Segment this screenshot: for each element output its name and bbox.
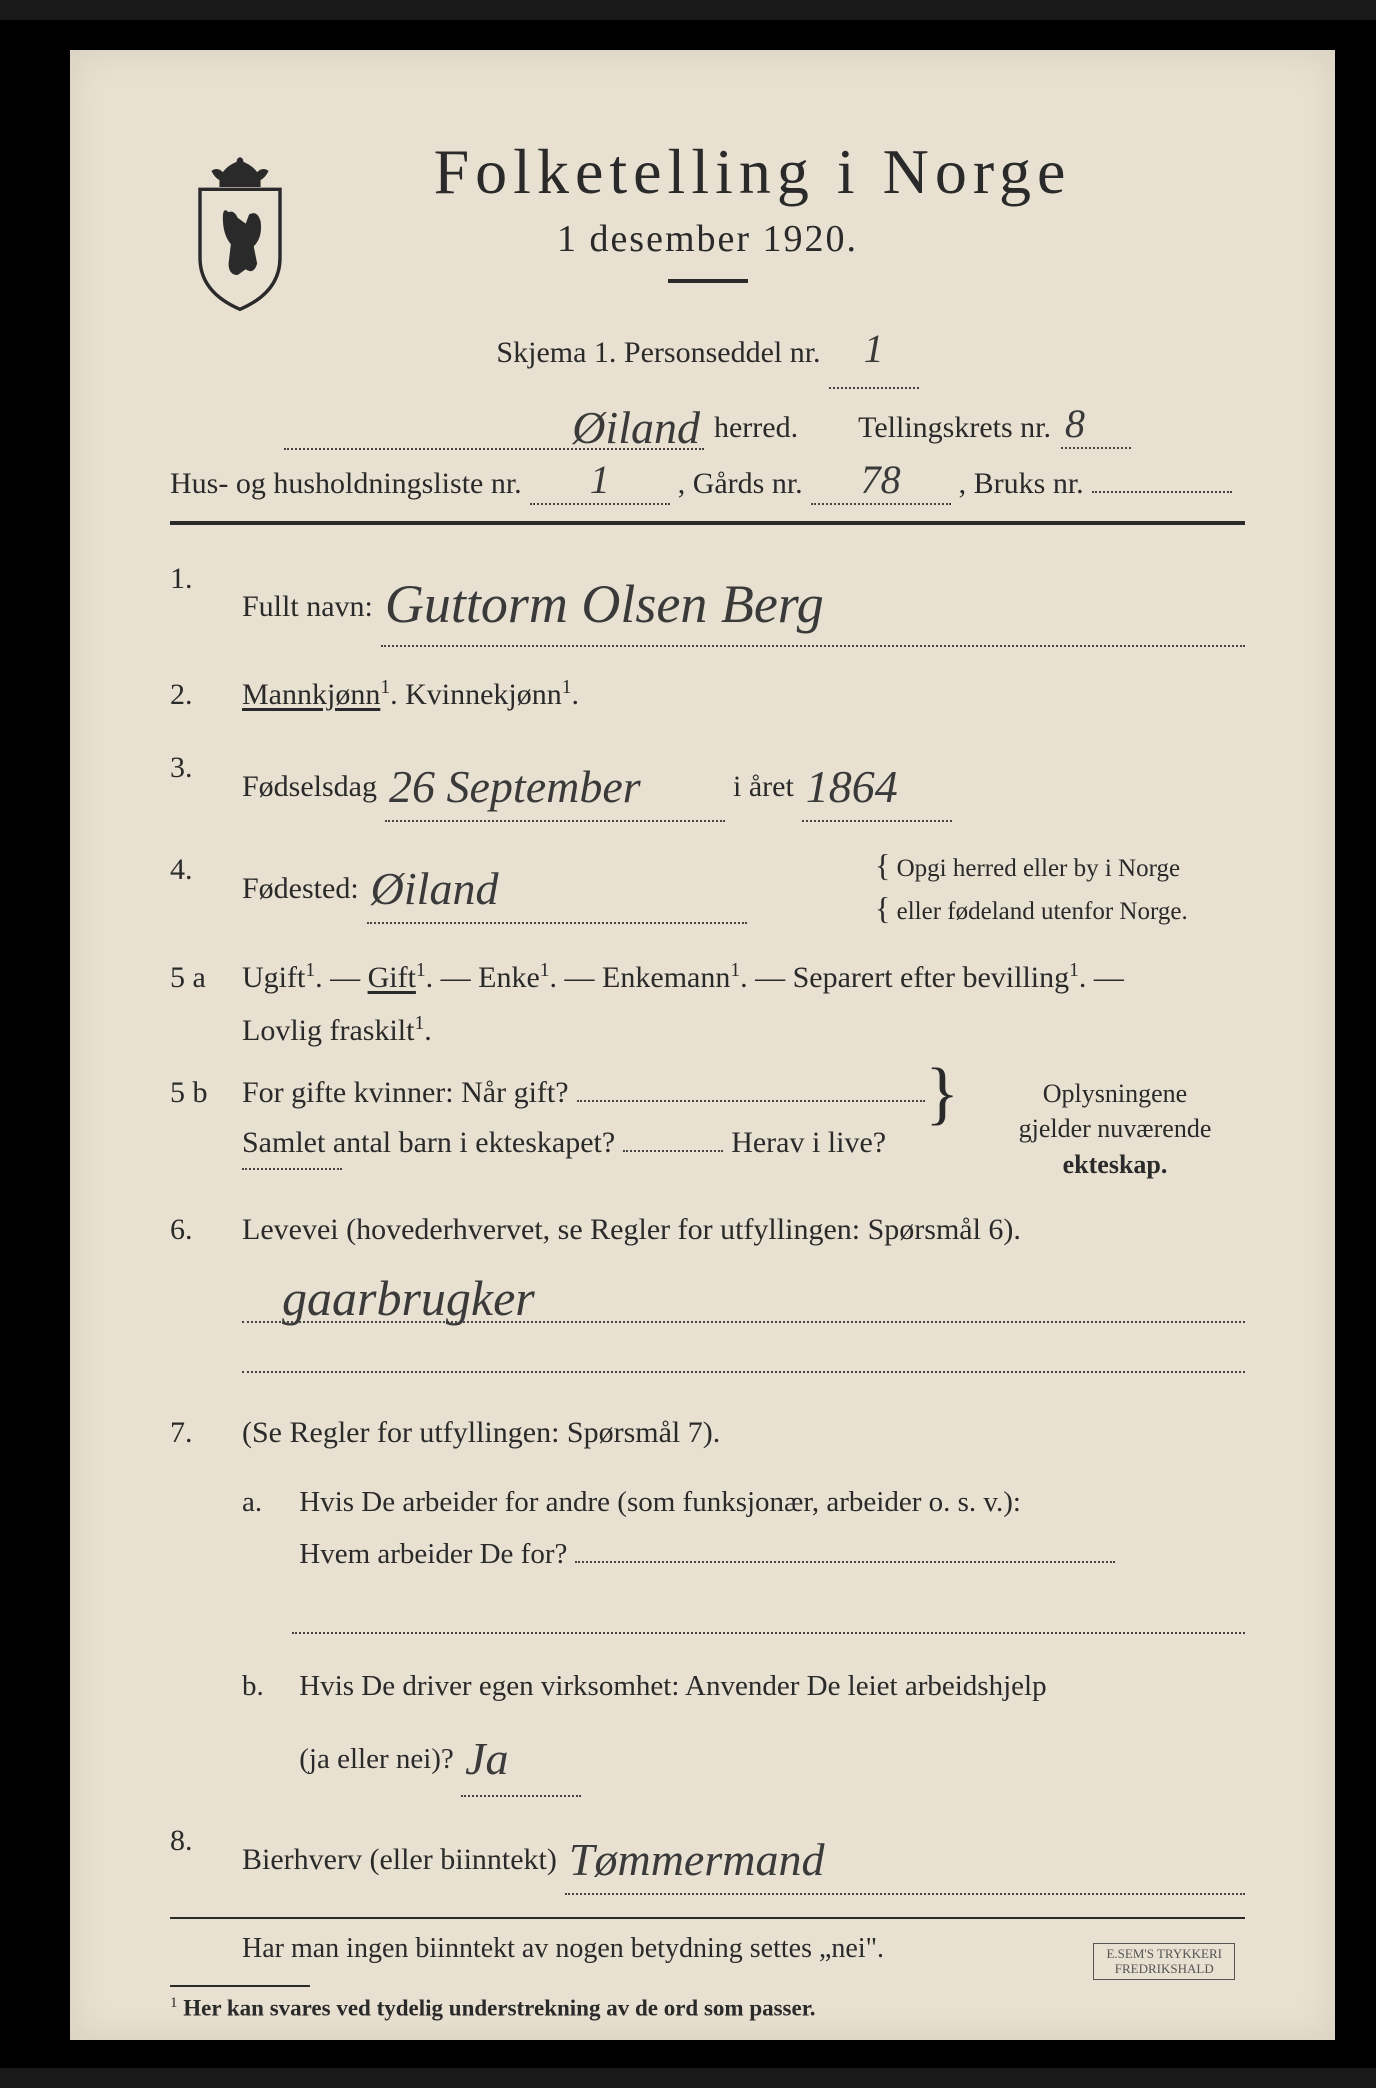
q7a: a. Hvis De arbeider for andre (som funks… — [242, 1476, 1245, 1580]
q3-mid: i året — [733, 761, 794, 812]
q2-male: Mannkjønn — [242, 678, 380, 711]
meta-row-2: Øiland herred. Tellingskrets nr. 8 — [170, 395, 1245, 450]
q4-label: Fødested: — [242, 863, 359, 914]
q7b-l1: Hvis De driver egen virksomhet: Anvender… — [299, 1670, 1046, 1702]
q7-num: 7. — [170, 1407, 242, 1458]
q8-label: Bierhverv (eller biinntekt) — [242, 1834, 557, 1885]
q6: 6. Levevei (hovederhvervet, se Regler fo… — [170, 1204, 1245, 1255]
gards-label: , Gårds nr. — [678, 467, 803, 501]
meta-row-1: Skjema 1. Personseddel nr. 1 — [170, 311, 1245, 389]
q1-num: 1. — [170, 553, 242, 647]
q3-num: 3. — [170, 742, 242, 822]
scan-frame: Folketelling i Norge 1 desember 1920. Sk… — [0, 20, 1376, 2068]
q8-num: 8. — [170, 1815, 242, 1895]
q7a-letter: a. — [242, 1476, 292, 1528]
q5b-l2a: Samlet antal barn i ekteskapet? — [242, 1126, 615, 1160]
q7b-l2: (ja eller nei)? — [299, 1743, 454, 1775]
rule-2 — [170, 1917, 1245, 1919]
q4-note: { Opgi herred eller by i Norge { eller f… — [875, 844, 1245, 930]
q8-value: Tømmermand — [569, 1821, 825, 1899]
form-title: Folketelling i Norge — [170, 135, 1245, 209]
q5a-num: 5 a — [170, 952, 242, 1003]
q2: 2. Mannkjønn1. Kvinnekjønn1. — [170, 669, 1245, 720]
q7b: b. Hvis De driver egen virksomhet: Anven… — [242, 1660, 1245, 1797]
q3: 3. Fødselsdag 26 September i året 1864 — [170, 742, 1245, 822]
q7a-blank — [242, 1598, 1245, 1634]
gards-nr: 78 — [861, 457, 901, 502]
q3-day: 26 September — [389, 748, 641, 826]
q2-female: Kvinnekjønn — [405, 678, 562, 711]
q5a-cont: Lovlig fraskilt1. — [242, 1013, 1245, 1048]
bruks-label: , Bruks nr. — [959, 467, 1084, 501]
q4-num: 4. — [170, 844, 242, 895]
q6-label: Levevei (hovederhvervet, se Regler for u… — [242, 1204, 1245, 1255]
tellingskrets-label: Tellingskrets nr. — [858, 411, 1051, 445]
q4: 4. Fødested: Øiland { Opgi herred eller … — [170, 844, 1245, 930]
meta-row-3: Hus- og husholdningsliste nr. 1 , Gårds … — [170, 456, 1245, 505]
q7b-letter: b. — [242, 1660, 292, 1712]
form-date: 1 desember 1920. — [170, 217, 1245, 261]
footnote-text: Her kan svares ved tydelig understreknin… — [183, 1996, 815, 2021]
husliste-label: Hus- og husholdningsliste nr. — [170, 467, 522, 501]
q4-value: Øiland — [371, 850, 499, 928]
tellingskrets-nr: 8 — [1065, 401, 1085, 446]
q5b-l1: For gifte kvinner: Når gift? — [242, 1076, 569, 1110]
herred-value: Øiland — [572, 401, 700, 454]
husliste-nr: 1 — [590, 457, 610, 502]
q1-value: Guttorm Olsen Berg — [385, 559, 824, 651]
footnote: 1 Her kan svares ved tydelig understrekn… — [170, 1985, 1245, 2022]
brace-icon: } — [925, 1076, 959, 1111]
q7: 7. (Se Regler for utfyllingen: Spørsmål … — [170, 1407, 1245, 1458]
q5b-l2b: Herav i live? — [731, 1126, 886, 1160]
q5b: 5 b For gifte kvinner: Når gift? Samlet … — [170, 1076, 1245, 1181]
census-form: Folketelling i Norge 1 desember 1920. Sk… — [70, 50, 1335, 2040]
q1: 1. Fullt navn: Guttorm Olsen Berg — [170, 553, 1245, 647]
q7a-l1: Hvis De arbeider for andre (som funksjon… — [299, 1486, 1021, 1518]
personseddel-nr: 1 — [864, 326, 884, 371]
q2-num: 2. — [170, 669, 242, 720]
q3-label: Fødselsdag — [242, 761, 377, 812]
q3-year: 1864 — [806, 748, 898, 826]
q7-label: (Se Regler for utfyllingen: Spørsmål 7). — [242, 1407, 1245, 1458]
form-header: Folketelling i Norge 1 desember 1920. — [170, 135, 1245, 283]
q1-label: Fullt navn: — [242, 581, 373, 632]
q5a-gift: Gift — [368, 961, 416, 994]
coat-of-arms-icon — [180, 155, 300, 315]
printer-stamp: E.SEM'S TRYKKERI FREDRIKSHALD — [1093, 1943, 1235, 1980]
q6-answer: gaarbrugker — [242, 1263, 1245, 1323]
q6-value: gaarbrugker — [282, 1269, 535, 1327]
q6-num: 6. — [170, 1204, 242, 1255]
q6-blank2 — [242, 1333, 1245, 1373]
q7a-l2: Hvem arbeider De for? — [299, 1538, 567, 1570]
q5b-note: Oplysningene gjelder nuværende ekteskap. — [985, 1076, 1245, 1181]
q5a: 5 a Ugift1. — Gift1. — Enke1. — Enkemann… — [170, 952, 1245, 1003]
skjema-label: Skjema 1. Personseddel nr. — [496, 324, 820, 381]
rule-1 — [170, 521, 1245, 525]
footnote-rule — [170, 1985, 310, 1987]
q5b-num: 5 b — [170, 1076, 242, 1110]
q8: 8. Bierhverv (eller biinntekt) Tømmerman… — [170, 1815, 1245, 1895]
q7b-value: Ja — [465, 1718, 508, 1801]
header-divider — [668, 279, 748, 283]
herred-label: herred. — [714, 411, 798, 445]
